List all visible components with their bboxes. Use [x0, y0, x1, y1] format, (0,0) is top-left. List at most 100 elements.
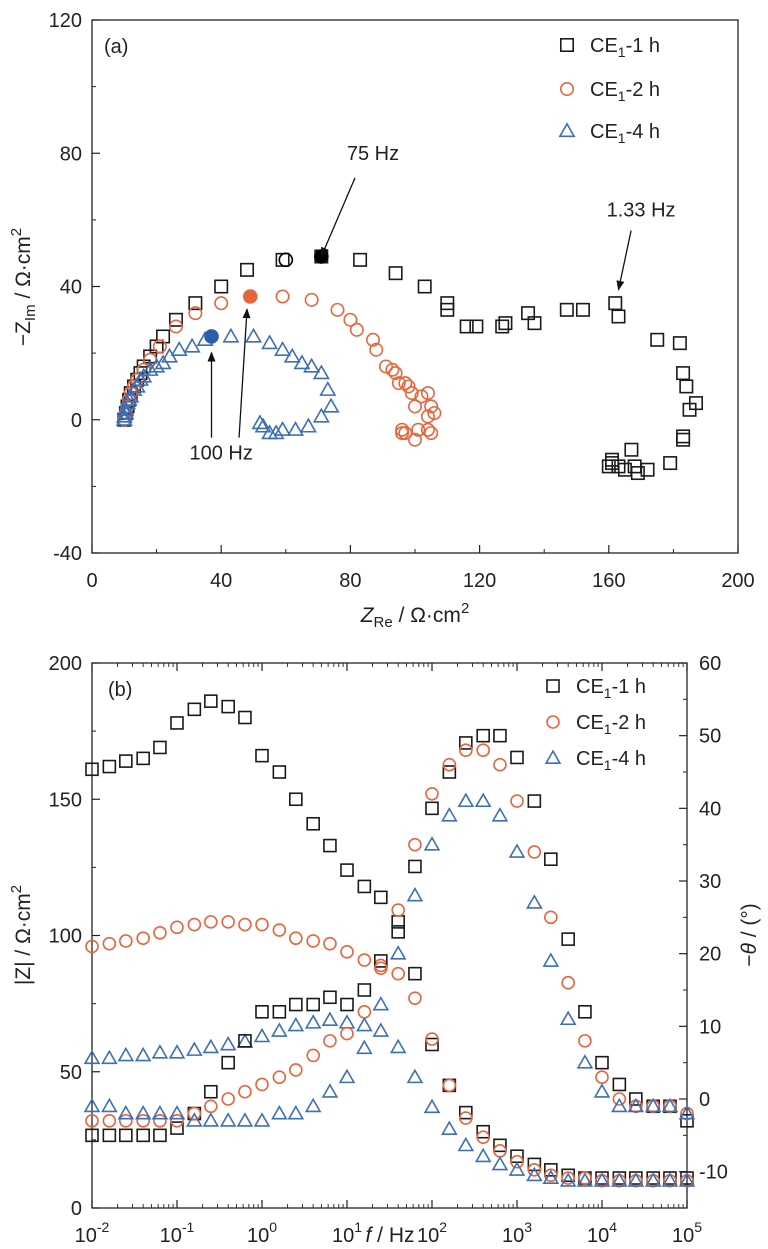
data-point-b	[457, 1136, 475, 1152]
data-point-a	[126, 379, 141, 394]
data-point-b	[170, 920, 184, 935]
data-point-b	[374, 961, 388, 976]
x-axis-label-a: ZRe / Ω·cm2	[360, 600, 470, 631]
data-point-b	[238, 1034, 252, 1048]
data-point-b	[186, 1041, 203, 1056]
data-point-b	[101, 1097, 118, 1113]
plot-frame-b	[91, 662, 688, 1209]
data-point-b	[153, 925, 167, 940]
data-point-b	[644, 1172, 662, 1187]
data-point-b	[527, 845, 542, 859]
data-point-a	[611, 309, 626, 324]
data-point-b	[595, 1070, 609, 1084]
data-point-b	[271, 1105, 288, 1120]
data-point-b	[119, 1128, 133, 1143]
legend-b-marker	[544, 749, 562, 764]
data-point-b	[612, 1077, 627, 1092]
data-point-b	[117, 1105, 135, 1120]
data-point-b	[340, 945, 354, 959]
data-point-b	[221, 915, 235, 929]
data-point-b	[372, 996, 390, 1011]
data-point-b	[102, 936, 117, 951]
data-point-b	[476, 1130, 490, 1144]
data-point-a	[330, 302, 345, 317]
y-tick-label-a: 0	[71, 410, 82, 432]
data-point-a	[676, 366, 691, 381]
x-tick-label-b: 10-1	[160, 1219, 195, 1247]
data-point-a	[170, 341, 188, 356]
data-point-b	[357, 953, 372, 967]
data-point-b	[544, 1163, 558, 1177]
data-point-b	[578, 1034, 592, 1048]
data-point-b	[204, 1099, 218, 1114]
x-tick-label-a: 160	[592, 570, 625, 592]
data-point-b	[493, 728, 507, 743]
data-point-b	[338, 1014, 356, 1029]
data-point-a	[274, 341, 292, 356]
data-point-b	[391, 903, 405, 917]
data-point-b	[441, 1120, 458, 1135]
data-point-b	[136, 931, 150, 946]
data-point-a	[156, 329, 171, 344]
data-point-b	[187, 1106, 202, 1121]
data-point-a	[275, 252, 290, 267]
data-point-a	[299, 417, 317, 433]
data-point-b	[102, 1114, 117, 1128]
y-left-tick-label-b: 100	[49, 926, 82, 948]
data-point-b	[544, 1168, 558, 1183]
y-right-tick-label-b: 10	[699, 1016, 721, 1038]
data-point-b	[153, 740, 167, 755]
data-point-b	[271, 1022, 288, 1037]
data-point-a	[378, 359, 393, 374]
data-point-b	[356, 1016, 373, 1032]
data-point-b	[508, 1161, 526, 1176]
legend-b-item-1: CE1-1 h	[576, 676, 646, 701]
y-right-tick-label-b: 0	[699, 1089, 710, 1111]
data-point-a	[131, 371, 149, 386]
data-point-a	[575, 302, 590, 317]
data-point-a	[417, 279, 432, 294]
data-point-a	[275, 289, 290, 304]
data-point-a	[401, 379, 416, 394]
series-b-3	[83, 1011, 696, 1187]
legend-a-marker	[559, 82, 574, 97]
data-point-a	[420, 409, 435, 424]
data-point-a	[130, 372, 145, 387]
data-point-b	[459, 743, 473, 758]
data-point-a	[679, 379, 694, 394]
data-point-b	[661, 1172, 679, 1187]
data-point-b	[85, 1128, 99, 1143]
data-point-a	[650, 332, 665, 347]
data-point-b	[423, 836, 441, 851]
data-point-b	[304, 1014, 322, 1029]
y-left-tick-label-b: 0	[71, 1198, 82, 1220]
data-point-b	[134, 1105, 152, 1120]
data-point-b	[204, 915, 218, 929]
data-point-b	[510, 1154, 524, 1169]
data-point-b	[391, 925, 405, 939]
data-point-b	[272, 1004, 287, 1019]
annotations-a: 75 Hz 1.33 Hz 100 Hz	[190, 143, 676, 465]
data-point-b	[238, 917, 252, 932]
data-point-a	[312, 407, 330, 423]
x-tick-label-b: 105	[672, 1219, 702, 1247]
data-point-a	[498, 316, 513, 331]
data-point-b	[253, 1027, 271, 1043]
data-point-b	[508, 843, 526, 858]
data-point-b	[170, 1114, 184, 1128]
data-point-b	[442, 1078, 457, 1093]
data-point-a	[663, 456, 678, 471]
y-left-tick-label-b: 50	[60, 1062, 82, 1084]
data-point-b	[340, 863, 354, 877]
data-point-a	[254, 417, 272, 433]
data-point-a	[672, 336, 687, 351]
data-point-b	[576, 1054, 594, 1069]
data-point-b	[611, 1172, 628, 1187]
y-left-tick-label-b: 150	[49, 789, 82, 811]
data-point-b	[389, 945, 407, 960]
data-point-a	[424, 426, 439, 441]
data-point-b	[321, 1011, 339, 1026]
data-point-b	[323, 990, 337, 1005]
